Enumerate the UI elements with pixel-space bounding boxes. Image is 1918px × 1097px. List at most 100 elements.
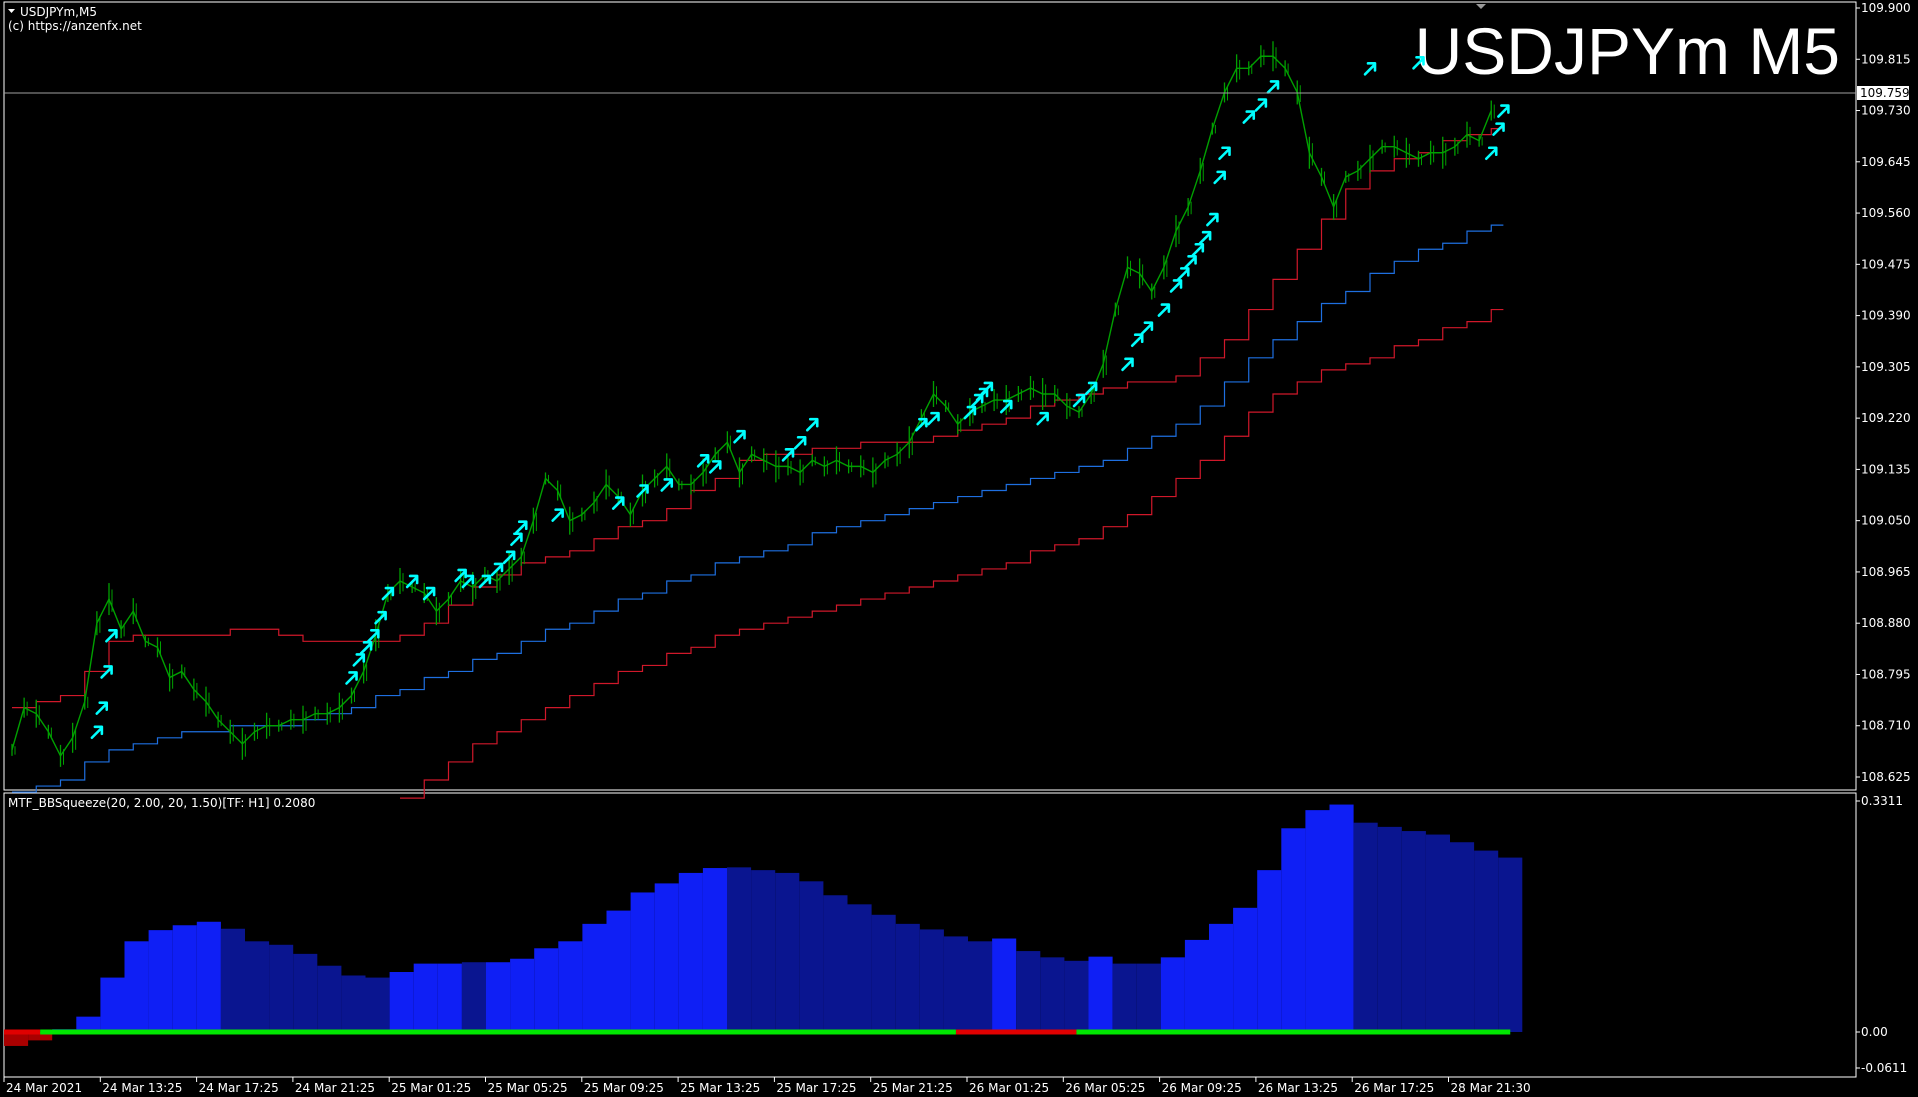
- time-axis-label: 25 Mar 17:25: [776, 1081, 856, 1095]
- buy-arrow-icon: [551, 508, 564, 522]
- symbol-timeframe-label: USDJPYm,M5: [20, 5, 97, 19]
- price-panel-frame: [3, 1, 1857, 791]
- histogram-bar: [1160, 957, 1185, 1032]
- histogram-bar: [28, 1032, 53, 1041]
- histogram-bar: [558, 941, 583, 1032]
- time-axis-label: 26 Mar 17:25: [1354, 1081, 1434, 1095]
- buy-arrow-icon: [1492, 122, 1505, 136]
- indicator-axis-min: -0.0611: [1861, 1061, 1907, 1075]
- buy-arrow-icon: [1191, 242, 1205, 257]
- indicator-axis-max: 0.3311: [1861, 794, 1903, 808]
- histogram-bar: [461, 962, 486, 1032]
- price-axis-label: 108.795: [1861, 667, 1911, 681]
- histogram-bar: [1329, 804, 1354, 1032]
- indicator-label: MTF_BBSqueeze(20, 2.00, 20, 1.50)[TF: H1…: [8, 796, 315, 810]
- time-axis-label: 24 Mar 17:25: [199, 1081, 279, 1095]
- copyright-label: (c) https://anzenfx.net: [8, 19, 142, 33]
- histogram-bar: [269, 944, 294, 1032]
- histogram-bar: [1016, 951, 1041, 1032]
- lower-band-line: [400, 308, 1504, 799]
- price-axis-label: 109.900: [1861, 1, 1911, 15]
- histogram-bar: [1209, 923, 1234, 1032]
- price-axis-label: 108.965: [1861, 565, 1911, 579]
- time-axis-label: 25 Mar 13:25: [680, 1081, 760, 1095]
- histogram-bar: [823, 895, 848, 1032]
- histogram-bar: [630, 892, 655, 1032]
- buy-arrow-icon: [90, 725, 104, 740]
- buy-arrow-icon: [781, 448, 795, 462]
- time-axis-label: 25 Mar 01:25: [391, 1081, 471, 1095]
- histogram-bar: [1377, 826, 1402, 1032]
- histogram-bar: [437, 963, 462, 1032]
- histogram-bar: [413, 963, 438, 1032]
- buy-arrow-icon: [636, 484, 649, 498]
- histogram-bar: [1088, 956, 1113, 1032]
- time-axis-label: 25 Mar 09:25: [584, 1081, 664, 1095]
- buy-arrow-icon: [1121, 357, 1134, 372]
- buy-arrow-icon: [1036, 411, 1049, 426]
- buy-arrow-icon: [1213, 170, 1226, 185]
- histogram-bar: [968, 941, 993, 1032]
- histogram-bar: [606, 910, 631, 1032]
- histogram-bar: [196, 921, 221, 1032]
- buy-arrow-icon: [95, 701, 109, 715]
- symbol-dropdown-icon[interactable]: [8, 9, 15, 13]
- buy-arrow-icon: [367, 628, 380, 643]
- price-axis-label: 109.645: [1861, 155, 1911, 169]
- price-axis: 109.900 109.815 109.730 109.645 109.560 109.4…: [1856, 1, 1911, 784]
- histogram-bar: [1281, 828, 1306, 1032]
- histogram-bar: [654, 883, 679, 1032]
- signal-arrows: [90, 55, 1510, 740]
- histogram-bar: [172, 925, 197, 1032]
- histogram-bar: [389, 972, 414, 1032]
- histogram-bar: [245, 941, 270, 1032]
- histogram-bar: [341, 975, 366, 1032]
- buy-arrow-icon: [1198, 230, 1212, 245]
- histogram-bar: [1401, 831, 1426, 1032]
- price-axis-label: 109.560: [1861, 206, 1911, 220]
- price-axis-label: 109.475: [1861, 257, 1911, 271]
- time-axis-label: 25 Mar 05:25: [488, 1081, 568, 1095]
- buy-arrow-icon: [490, 562, 504, 577]
- buy-arrow-icon: [696, 454, 710, 468]
- time-axis-label: 24 Mar 2021: [6, 1081, 82, 1095]
- buy-arrow-icon: [963, 405, 977, 420]
- price-axis-label: 108.710: [1861, 719, 1911, 733]
- buy-arrow-icon: [352, 653, 366, 667]
- buy-arrow-icon: [100, 665, 113, 679]
- buy-arrow-icon: [1412, 55, 1425, 70]
- histogram-bar: [1450, 842, 1475, 1032]
- price-axis-label: 109.050: [1861, 514, 1911, 528]
- histogram-bar: [1353, 822, 1378, 1032]
- histogram-bar: [678, 872, 703, 1032]
- histogram-bar: [919, 929, 944, 1032]
- indicator-axis: 0.3311 0.00 -0.0611: [1856, 794, 1907, 1075]
- histogram-bar: [1064, 960, 1089, 1032]
- buy-arrow-icon: [422, 586, 436, 601]
- time-axis: 24 Mar 2021 24 Mar 13:25 24 Mar 17:25 24 Ma…: [3, 1077, 1531, 1095]
- histogram-bar: [1425, 834, 1450, 1032]
- buy-arrow-icon: [345, 671, 358, 685]
- chart-shift-marker-icon[interactable]: [1476, 4, 1486, 9]
- price-axis-label: 109.815: [1861, 52, 1911, 66]
- current-price-box: [1857, 86, 1909, 100]
- histogram-bar: [220, 928, 245, 1032]
- buy-arrow-icon: [1176, 267, 1190, 281]
- buy-arrow-icon: [514, 520, 528, 534]
- buy-arrow-icon: [454, 568, 467, 583]
- buy-arrow-icon: [1363, 62, 1377, 76]
- price-axis-label: 109.135: [1861, 462, 1911, 476]
- price-axis-label: 109.220: [1861, 411, 1911, 425]
- histogram-bar: [1305, 810, 1330, 1032]
- time-axis-label: 26 Mar 05:25: [1065, 1081, 1145, 1095]
- buy-arrow-icon: [405, 574, 419, 589]
- buy-arrow-icon: [502, 550, 516, 565]
- histogram-bar: [1498, 857, 1523, 1032]
- buy-arrow-icon: [359, 641, 373, 655]
- histogram-bar: [895, 923, 920, 1032]
- buy-arrow-icon: [708, 460, 722, 474]
- time-axis-label: 24 Mar 21:25: [295, 1081, 375, 1095]
- buy-arrow-icon: [660, 478, 674, 492]
- time-axis-label: 25 Mar 21:25: [873, 1081, 953, 1095]
